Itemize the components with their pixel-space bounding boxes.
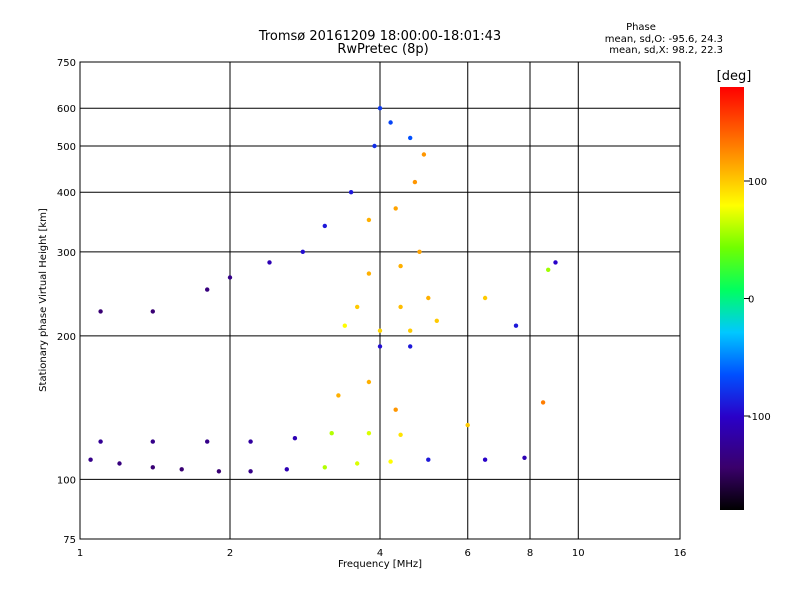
data-point <box>398 432 403 437</box>
y-tick-label: 750 <box>57 58 76 69</box>
plot-frame <box>79 61 681 540</box>
data-point <box>248 439 253 444</box>
data-point <box>348 190 354 195</box>
data-points <box>88 106 558 474</box>
data-point <box>150 439 155 444</box>
data-point <box>322 223 327 229</box>
data-point <box>366 271 372 276</box>
data-point <box>300 249 305 254</box>
x-axis-ticks: 1 2 4 6 8 10 16 <box>77 548 687 559</box>
data-point <box>465 422 470 428</box>
data-point <box>408 344 413 349</box>
chart-subtitle: RwPretec (8p) <box>337 42 428 57</box>
y-tick-label: 100 <box>57 475 76 486</box>
data-point <box>377 344 383 349</box>
data-point <box>355 461 360 466</box>
data-point <box>412 179 418 185</box>
colorbar-ticks: 100 0 -100 <box>744 177 771 423</box>
y-tick-label: 400 <box>57 188 76 199</box>
chart-title: Tromsø 20161209 18:00:00-18:01:43 <box>258 29 501 44</box>
data-point <box>393 206 398 211</box>
data-point <box>216 469 222 474</box>
data-point <box>540 400 546 405</box>
y-axis-ticks: 75 100 200 300 400 500 600 750 <box>57 58 76 546</box>
data-point <box>522 455 527 460</box>
data-point <box>421 152 427 157</box>
data-point <box>150 309 155 314</box>
data-point <box>482 457 488 462</box>
data-point <box>98 439 103 444</box>
data-point <box>227 275 233 280</box>
data-point <box>398 263 403 269</box>
data-point <box>117 461 122 466</box>
data-point <box>388 120 393 125</box>
stats-line-o: mean, sd,O: -95.6, 24.3 <box>605 34 723 45</box>
data-point <box>98 309 103 314</box>
x-tick-label: 2 <box>227 548 233 559</box>
data-point <box>336 393 341 398</box>
data-point <box>546 267 551 272</box>
x-tick-label: 16 <box>674 548 687 559</box>
y-tick-label: 300 <box>57 248 76 259</box>
data-point <box>426 295 431 301</box>
x-tick-label: 4 <box>377 548 383 559</box>
y-tick-label: 500 <box>57 142 76 153</box>
colorbar-tick-label: 0 <box>748 295 754 306</box>
data-point <box>267 260 272 265</box>
grid-lines <box>80 62 680 539</box>
colorbar-label: [deg] <box>717 69 752 84</box>
data-point <box>292 436 298 441</box>
x-tick-label: 6 <box>465 548 471 559</box>
data-point <box>482 295 488 301</box>
data-point <box>342 323 347 328</box>
data-point <box>553 260 558 265</box>
data-point <box>150 465 155 470</box>
data-point <box>434 318 439 323</box>
x-tick-label: 10 <box>572 548 585 559</box>
data-point <box>377 328 383 333</box>
x-axis-label: Frequency [MHz] <box>338 559 422 570</box>
colorbar-tick-label: -100 <box>748 412 771 423</box>
x-tick-label: 1 <box>77 548 83 559</box>
data-point <box>248 469 253 474</box>
data-point <box>322 465 327 470</box>
stats-line-x: mean, sd,X: 98.2, 22.3 <box>609 45 723 56</box>
data-point <box>366 217 372 223</box>
data-point <box>355 304 360 310</box>
y-tick-label: 600 <box>57 104 76 115</box>
data-point <box>179 467 184 472</box>
data-point <box>205 439 210 444</box>
data-point <box>513 323 519 328</box>
y-tick-label: 200 <box>57 332 76 343</box>
data-point <box>377 106 383 111</box>
data-point <box>426 457 431 462</box>
stats-heading: Phase <box>626 22 656 33</box>
y-axis-label: Stationary phase Virtual Height [km] <box>38 208 49 392</box>
colorbar-tick-label: 100 <box>748 177 767 188</box>
data-point <box>417 249 422 254</box>
y-tick-label: 75 <box>63 535 76 546</box>
data-point <box>393 407 398 412</box>
data-point <box>408 135 413 141</box>
x-tick-label: 8 <box>527 548 533 559</box>
data-point <box>408 328 413 333</box>
data-point <box>366 379 372 385</box>
data-point <box>284 467 289 472</box>
data-point <box>372 143 377 149</box>
data-point <box>366 431 372 436</box>
data-point <box>329 431 334 436</box>
data-point <box>388 459 393 464</box>
data-point <box>398 304 403 310</box>
data-point <box>88 457 93 462</box>
colorbar <box>720 87 744 510</box>
data-point <box>205 287 210 292</box>
